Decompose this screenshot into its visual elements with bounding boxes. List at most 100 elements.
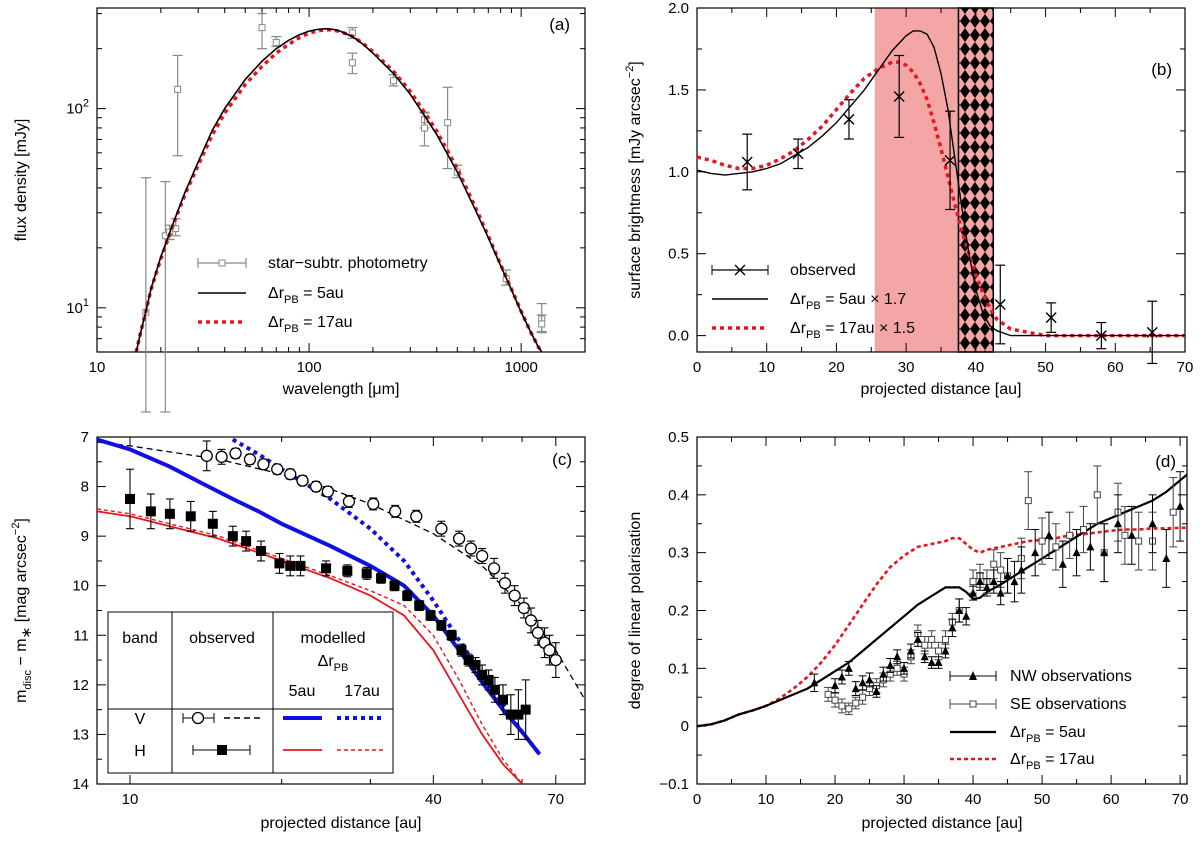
h-band-point [513,709,524,720]
v-band-point [309,480,323,493]
nw-point [1010,577,1019,586]
h-band-point [164,508,175,519]
y-tick-label: 0.0 [668,328,689,345]
x-tick-label: 70 [1172,791,1189,808]
x-tick-label: 50 [1034,791,1051,808]
y-tick-label: 0.4 [668,487,689,504]
y-axis-label-main: m [13,690,30,703]
h-band-point [295,560,306,571]
nw-point [948,623,957,632]
nw-point [1017,565,1026,574]
legend-sub: PB [1026,733,1041,745]
legend-entry: NW observations [1010,668,1132,685]
h-band-point [425,610,436,621]
y-axis-label: flux density [mJy] [13,119,30,242]
y-tick-label-base: 2.0 [668,0,689,17]
panel-d-polarisation: 0 10 20 30 40 50 60 70−0.100.10.20.30.40.5NW ob… [627,429,1188,832]
se-point [845,705,853,713]
se-point [838,702,846,710]
legend-row-h: H [134,743,146,760]
legend-sub: PB [284,294,299,306]
plot-frame [696,436,1188,785]
nw-point [837,672,846,681]
x-tick-label: 1000 [504,359,537,376]
y-tick-label: 0.5 [668,429,689,446]
v-band-point [543,644,556,657]
se-point [852,699,860,707]
y-tick-label-base: 1.5 [668,82,689,99]
plot-frame [96,7,586,353]
observed-point [1045,312,1057,324]
nw-point [844,663,853,672]
se-point [893,664,901,672]
se-point [1038,537,1046,545]
legend-col-5au: 5au [289,683,316,700]
se-point [1121,531,1129,539]
x-tick-label: 10 [89,359,106,376]
nw-point [1176,501,1185,510]
se-point [997,566,1005,574]
se-point [1024,497,1032,505]
y-axis-label-mid: − m [13,638,30,670]
model-17au-curve [696,60,1185,338]
photometry-point [258,24,266,32]
legend-sub: PB [334,662,349,674]
legend-entry: ΔrPB = 5au × 1.7 [790,291,906,312]
legend-h-marker [217,745,227,755]
y-tick-label: 8 [81,479,89,496]
h-band-point [274,558,285,569]
y-axis-label-tail: ] [13,518,30,522]
legend-header-band: band [122,630,158,647]
legend-entry: SE observations [1010,696,1127,713]
se-point [1066,531,1074,539]
x-tick-label: 20 [828,359,845,376]
observed-point [1095,330,1107,342]
v-band-point [257,458,270,471]
y-tick-label-base: 7 [81,429,89,446]
legend-text: Δr [790,291,807,308]
nw-point [989,577,998,586]
x-tick-label: 40 [968,359,985,376]
legend-row-v: V [135,711,146,728]
legend-tail: = 17au [299,314,353,331]
y-axis-label-sub: disc [22,670,34,690]
se-point [831,696,839,704]
v-band-point [410,510,423,523]
nw-point [1127,530,1136,539]
legend-header-modelled-sub: ΔrPB [318,653,349,674]
se-point [859,693,867,701]
y-axis-label-sup: −2 [10,523,22,536]
nw-point [982,582,991,591]
y-tick-label-base: 0.0 [668,328,689,345]
observed-point [843,113,855,125]
v-band-point [389,505,402,518]
h-band-point [505,709,516,720]
legend-v-marker [191,711,205,725]
legend-text: Δr [1010,724,1027,741]
v-band-point [452,532,466,545]
masked-region [957,7,995,353]
h-band-point [125,493,136,504]
nw-point [941,646,950,655]
shaded-region [874,8,959,352]
v-band-point [531,626,545,639]
nw-point [962,611,971,620]
y-tick-label-base: 0.5 [668,429,689,446]
photometry-point [348,59,356,67]
se-point [1052,543,1060,551]
h-band-point [376,573,387,584]
nw-point [1031,548,1040,557]
h-band-point [402,590,413,601]
x-tick-label: 100 [297,359,322,376]
se-point [1093,491,1101,499]
nw-point [1100,548,1109,557]
nw-point [851,684,860,693]
x-axis-label: projected distance [au] [861,381,1022,398]
y-tick-label-base: 0.1 [668,660,689,677]
v-band-point [508,589,521,602]
v-band-point [229,447,242,460]
y-tick-label: 14 [72,776,89,793]
se-point [1169,508,1177,516]
v-band-point [435,522,448,535]
y-tick-label-base: 11 [73,627,89,644]
